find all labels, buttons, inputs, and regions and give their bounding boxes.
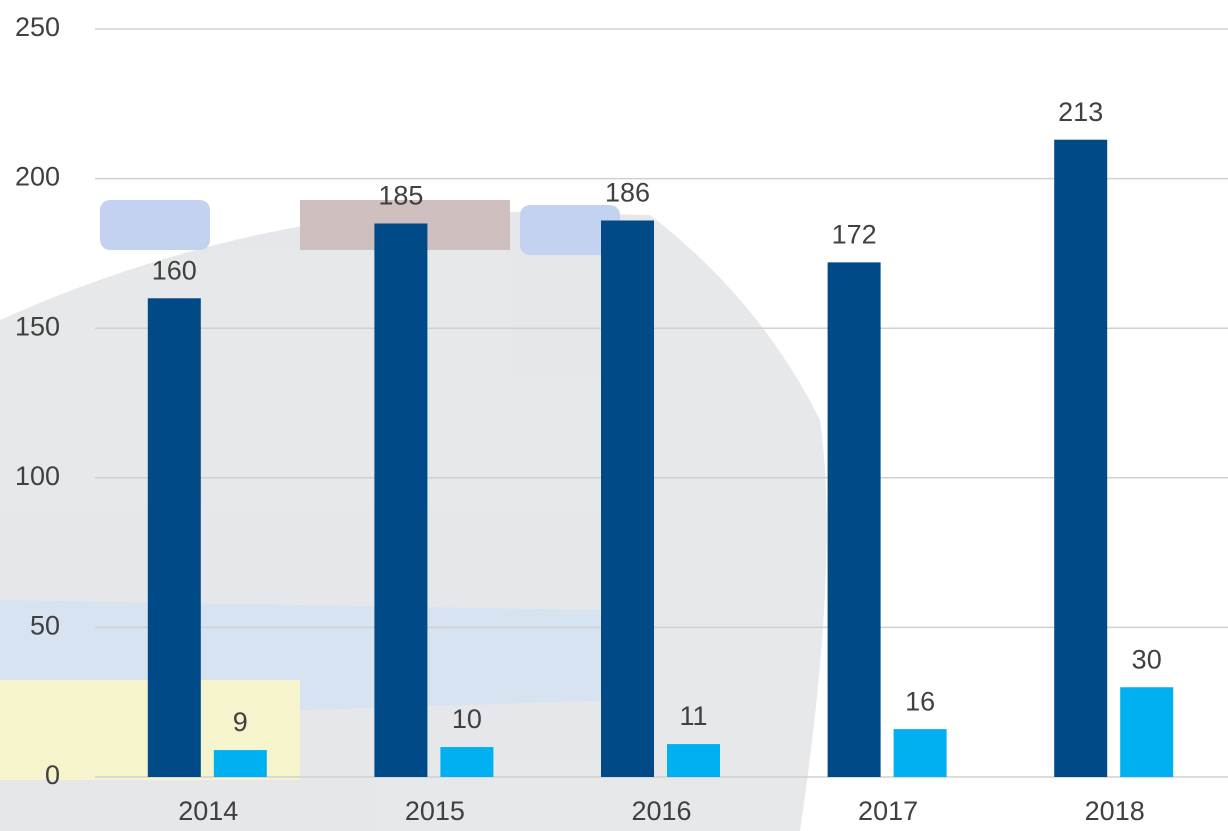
value-label: 10 — [452, 704, 482, 734]
y-tick-label: 150 — [15, 311, 60, 341]
value-label: 160 — [152, 255, 197, 285]
bar — [374, 223, 428, 778]
x-tick-label: 2016 — [631, 796, 691, 826]
y-tick-label: 0 — [45, 760, 60, 790]
x-tick-label: 2015 — [405, 796, 465, 826]
bar — [1054, 139, 1108, 778]
bar — [667, 744, 720, 777]
bar — [893, 729, 947, 777]
bar — [1120, 687, 1174, 777]
value-label: 16 — [905, 686, 935, 716]
value-label: 213 — [1058, 97, 1103, 127]
y-tick-label: 200 — [15, 162, 60, 192]
x-tick-label: 2018 — [1085, 796, 1145, 826]
value-label: 30 — [1132, 644, 1162, 674]
y-tick-label: 50 — [30, 611, 60, 641]
bar — [147, 298, 201, 777]
value-label: 11 — [679, 701, 707, 731]
y-tick-label: 250 — [15, 12, 60, 42]
y-tick-label: 100 — [15, 461, 60, 491]
value-label: 9 — [233, 707, 248, 737]
bar — [827, 262, 881, 778]
bar — [440, 747, 494, 777]
x-tick-label: 2017 — [858, 796, 918, 826]
value-label: 186 — [605, 178, 650, 208]
value-label: 185 — [378, 181, 423, 211]
bar — [213, 750, 267, 777]
value-label: 172 — [832, 220, 877, 250]
x-tick-label: 2014 — [178, 796, 238, 826]
bar — [601, 220, 654, 777]
